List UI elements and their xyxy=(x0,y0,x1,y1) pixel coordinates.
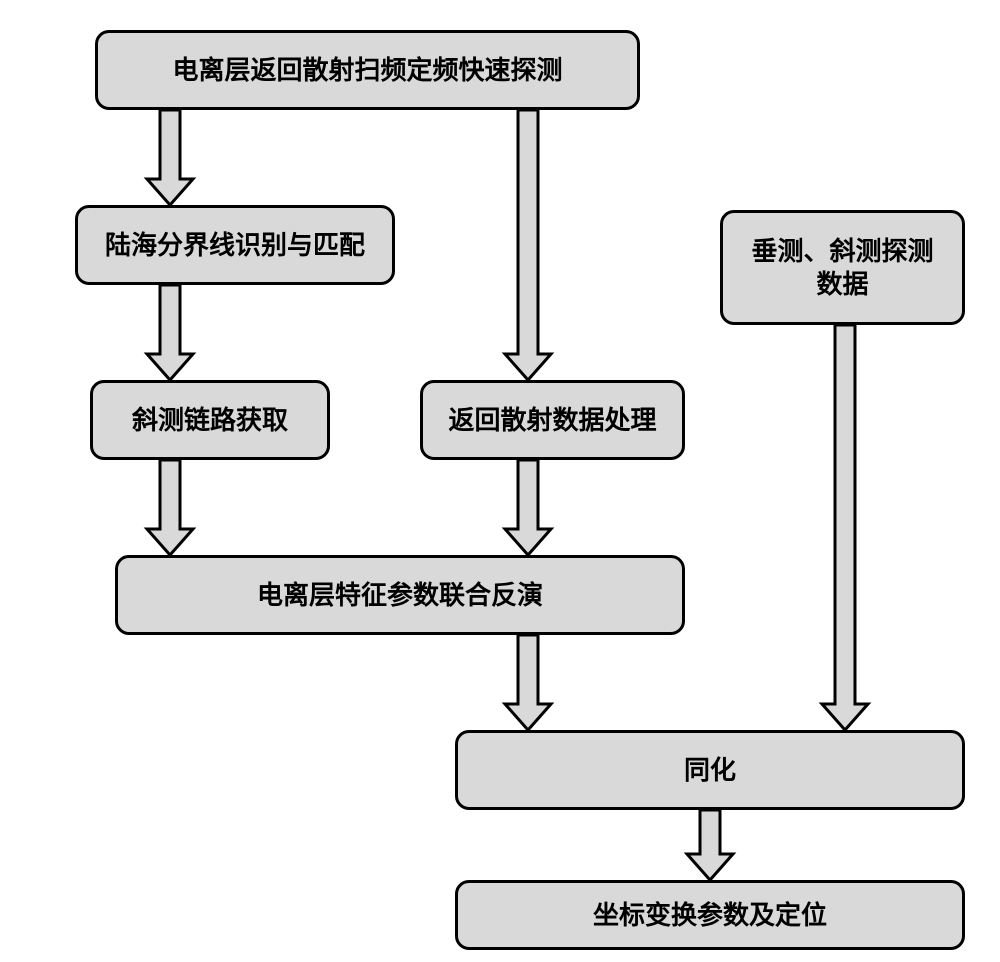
flowchart-node-n6: 电离层特征参数联合反演 xyxy=(115,555,685,635)
flowchart-node-n3: 斜测链路获取 xyxy=(90,380,330,460)
flowchart-node-n2: 陆海分界线识别与匹配 xyxy=(75,205,395,285)
flowchart-node-n1: 电离层返回散射扫频定频快速探测 xyxy=(95,30,640,110)
arrow-n4-to-n6 xyxy=(505,460,551,555)
arrow-n1-to-n2 xyxy=(147,110,193,205)
arrow-n6-to-n7 xyxy=(505,635,551,730)
arrow-n2-to-n3 xyxy=(147,285,193,380)
arrow-n7-to-n8 xyxy=(687,810,733,880)
flowchart-canvas: 电离层返回散射扫频定频快速探测陆海分界线识别与匹配斜测链路获取 返回散射数据处理垂… xyxy=(0,0,1000,962)
flowchart-arrows xyxy=(0,0,1000,962)
flowchart-node-n5: 垂测、斜测探测数据 xyxy=(720,210,965,325)
flowchart-node-n8: 坐标变换参数及定位 xyxy=(455,880,965,950)
arrow-n5-to-n7 xyxy=(822,325,868,730)
arrow-n3-to-n6 xyxy=(147,460,193,555)
arrow-n1-to-n4 xyxy=(505,110,551,380)
flowchart-node-n4: 返回散射数据处理 xyxy=(420,380,685,460)
flowchart-node-n7: 同化 xyxy=(455,730,965,810)
